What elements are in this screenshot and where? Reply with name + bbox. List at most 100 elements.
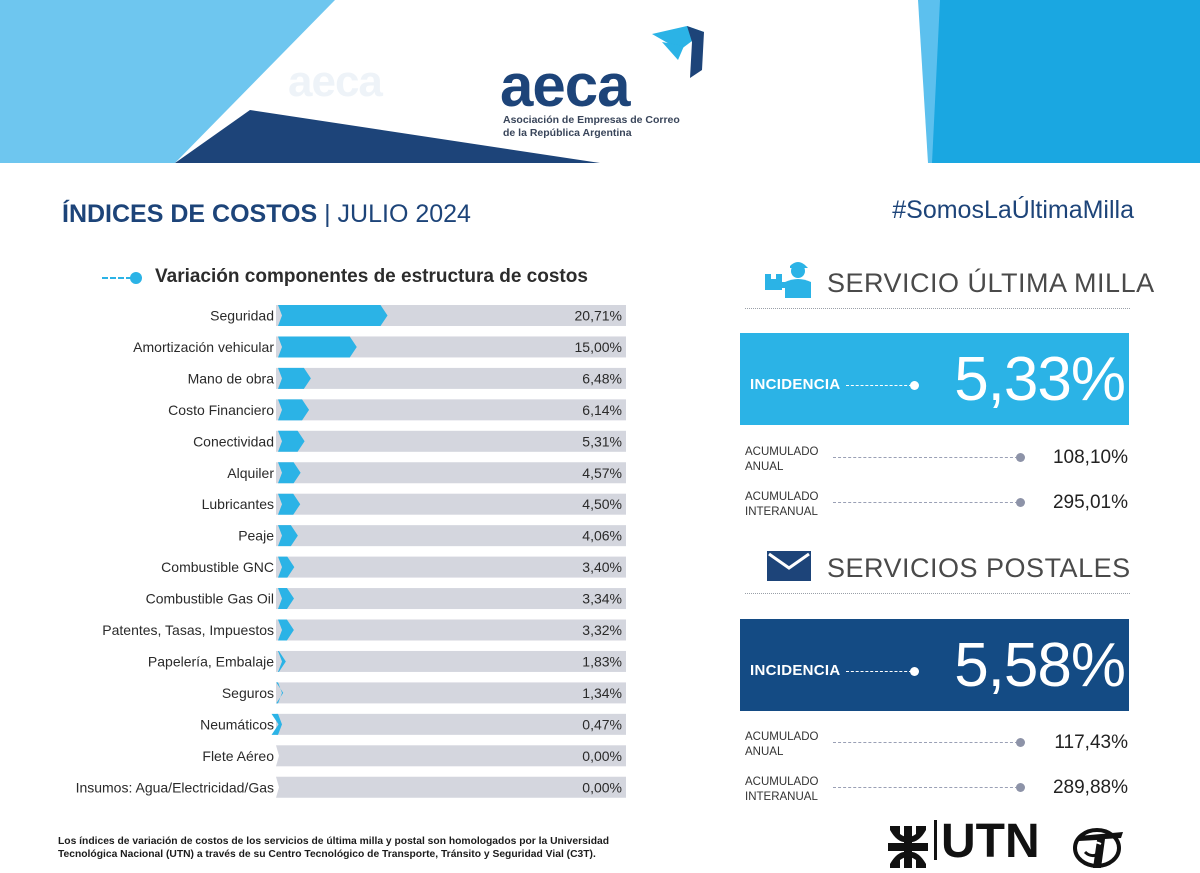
label-line1: ACUMULADO bbox=[745, 491, 819, 503]
postales-incidencia-dot bbox=[910, 667, 919, 676]
bar-row: Seguros 1,34% bbox=[222, 682, 626, 704]
row-dash bbox=[833, 457, 1018, 458]
bar bbox=[278, 588, 294, 610]
value-label: 0,47% bbox=[582, 716, 622, 732]
bar-track bbox=[276, 556, 626, 578]
label-line1: ACUMULADO bbox=[745, 731, 819, 743]
bar-track bbox=[276, 619, 626, 641]
bar-row: Lubricantes 4,50% bbox=[202, 493, 626, 515]
label-line1: ACUMULADO bbox=[745, 776, 819, 788]
bar-track bbox=[276, 525, 626, 547]
category-label: Combustible GNC bbox=[161, 559, 274, 575]
bar-track bbox=[276, 745, 626, 767]
delivery-person-icon bbox=[765, 262, 811, 298]
category-label: Peaje bbox=[238, 528, 274, 544]
bar bbox=[276, 745, 279, 767]
hashtag: #SomosLaÚltimaMilla bbox=[892, 196, 1134, 224]
value-label: 5,31% bbox=[582, 433, 622, 449]
footer-note: Los índices de variación de costos de lo… bbox=[58, 835, 638, 861]
bar bbox=[278, 650, 286, 672]
logo-sub-line1: Asociación de Empresas de Correo bbox=[503, 114, 680, 126]
bar bbox=[278, 556, 295, 578]
ultima-milla-incidencia-dot bbox=[910, 381, 919, 390]
value-label: 4,50% bbox=[582, 496, 622, 512]
value-label: 0,00% bbox=[582, 779, 622, 795]
bar-row: Patentes, Tasas, Impuestos 3,32% bbox=[102, 619, 626, 641]
page-title-period: JULIO 2024 bbox=[337, 200, 471, 228]
postales-incidencia-box: INCIDENCIA 5,58% bbox=[740, 619, 1129, 711]
aeca-logo-subtitle: Asociación de Empresas de Correo de la R… bbox=[503, 114, 680, 140]
bar bbox=[278, 336, 357, 358]
page-title-separator: | bbox=[324, 200, 331, 228]
label-line2: ANUAL bbox=[745, 746, 784, 758]
postales-acumulado-anual: ACUMULADO ANUAL 117,43% bbox=[745, 730, 1130, 764]
ultima-milla-acumulado-interanual: ACUMULADO INTERANUAL 295,01% bbox=[745, 490, 1130, 524]
postales-header: SERVICIOS POSTALES bbox=[745, 551, 1135, 603]
bar-row: Papelería, Embalaje 1,83% bbox=[148, 650, 626, 672]
utn-logo-word: UTN bbox=[934, 818, 1040, 866]
postales-incidencia-dash bbox=[846, 671, 912, 672]
postales-incidencia-label: INCIDENCIA bbox=[750, 662, 841, 679]
bar bbox=[276, 776, 279, 798]
ultima-milla-acumulado-anual-value: 108,10% bbox=[1052, 447, 1128, 468]
bar bbox=[278, 462, 301, 484]
category-label: Combustible Gas Oil bbox=[146, 591, 274, 607]
value-label: 0,00% bbox=[582, 748, 622, 764]
category-label: Seguridad bbox=[210, 308, 274, 324]
category-label: Costo Financiero bbox=[168, 402, 274, 418]
ultima-milla-acumulado-interanual-value: 295,01% bbox=[1052, 492, 1128, 513]
ultima-milla-incidencia-dash bbox=[846, 385, 912, 386]
category-label: Insumos: Agua/Electricidad/Gas bbox=[76, 779, 274, 795]
row-dot bbox=[1016, 453, 1025, 462]
bar-track bbox=[276, 399, 626, 421]
postales-title: SERVICIOS POSTALES bbox=[827, 553, 1131, 583]
utn-text: UTN bbox=[941, 815, 1040, 868]
bar-track bbox=[276, 682, 626, 704]
bar-row: Conectividad 5,31% bbox=[193, 430, 626, 452]
label-line2: ANUAL bbox=[745, 461, 784, 473]
category-label: Amortización vehicular bbox=[133, 339, 274, 355]
bar bbox=[278, 619, 294, 641]
chart-title-text: Variación componentes de estructura de c… bbox=[155, 266, 588, 287]
category-label: Mano de obra bbox=[188, 370, 275, 386]
bar bbox=[278, 305, 388, 326]
utn-emblem-icon bbox=[888, 826, 928, 868]
ghost-logo-word: aeca bbox=[288, 57, 383, 106]
page-title: ÍNDICES DE COSTOS | JULIO 2024 bbox=[62, 199, 471, 229]
ultima-milla-incidencia-label: INCIDENCIA bbox=[750, 376, 841, 393]
ultima-milla-rule bbox=[745, 308, 1130, 309]
value-label: 4,06% bbox=[582, 528, 622, 544]
bar-row: Neumáticos 0,47% bbox=[200, 713, 626, 735]
category-label: Patentes, Tasas, Impuestos bbox=[102, 622, 274, 638]
chart-title: Variación componentes de estructura de c… bbox=[102, 264, 662, 292]
value-label: 3,32% bbox=[582, 622, 622, 638]
bar-row: Costo Financiero 6,14% bbox=[168, 399, 626, 421]
bar bbox=[278, 493, 301, 515]
value-label: 4,57% bbox=[582, 465, 622, 481]
category-label: Neumáticos bbox=[200, 716, 274, 732]
bar-row: Alquiler 4,57% bbox=[227, 462, 626, 484]
bar-row: Insumos: Agua/Electricidad/Gas 0,00% bbox=[76, 776, 626, 798]
postales-incidencia-value: 5,58% bbox=[954, 631, 1126, 700]
value-label: 6,48% bbox=[582, 370, 622, 386]
postales-rule bbox=[745, 593, 1130, 594]
bar bbox=[278, 367, 311, 389]
header-banner: aeca aeca Asociación de Empresas de Corr… bbox=[0, 0, 1200, 163]
value-label: 1,83% bbox=[582, 653, 622, 669]
bar-track bbox=[276, 336, 626, 358]
category-label: Papelería, Embalaje bbox=[148, 653, 274, 669]
page-title-bold: ÍNDICES DE COSTOS bbox=[62, 200, 318, 228]
chart-title-dot bbox=[130, 272, 142, 284]
bar-track bbox=[276, 713, 626, 735]
ultima-milla-acumulado-anual-label: ACUMULADO ANUAL bbox=[745, 445, 835, 475]
postales-acumulado-anual-value: 117,43% bbox=[1054, 732, 1128, 753]
bar-row: Mano de obra 6,48% bbox=[188, 367, 626, 389]
bar-row: Flete Aéreo 0,00% bbox=[202, 745, 626, 767]
chart-title-dash bbox=[102, 277, 132, 279]
bar-chart: Seguridad 20,71% Amortización vehicular 15,… bbox=[76, 305, 626, 798]
bar bbox=[278, 399, 310, 421]
envelope-icon bbox=[767, 551, 811, 581]
label-line1: ACUMULADO bbox=[745, 446, 819, 458]
postales-acumulado-interanual-value: 289,88% bbox=[1052, 777, 1128, 798]
value-label: 20,71% bbox=[575, 308, 622, 324]
